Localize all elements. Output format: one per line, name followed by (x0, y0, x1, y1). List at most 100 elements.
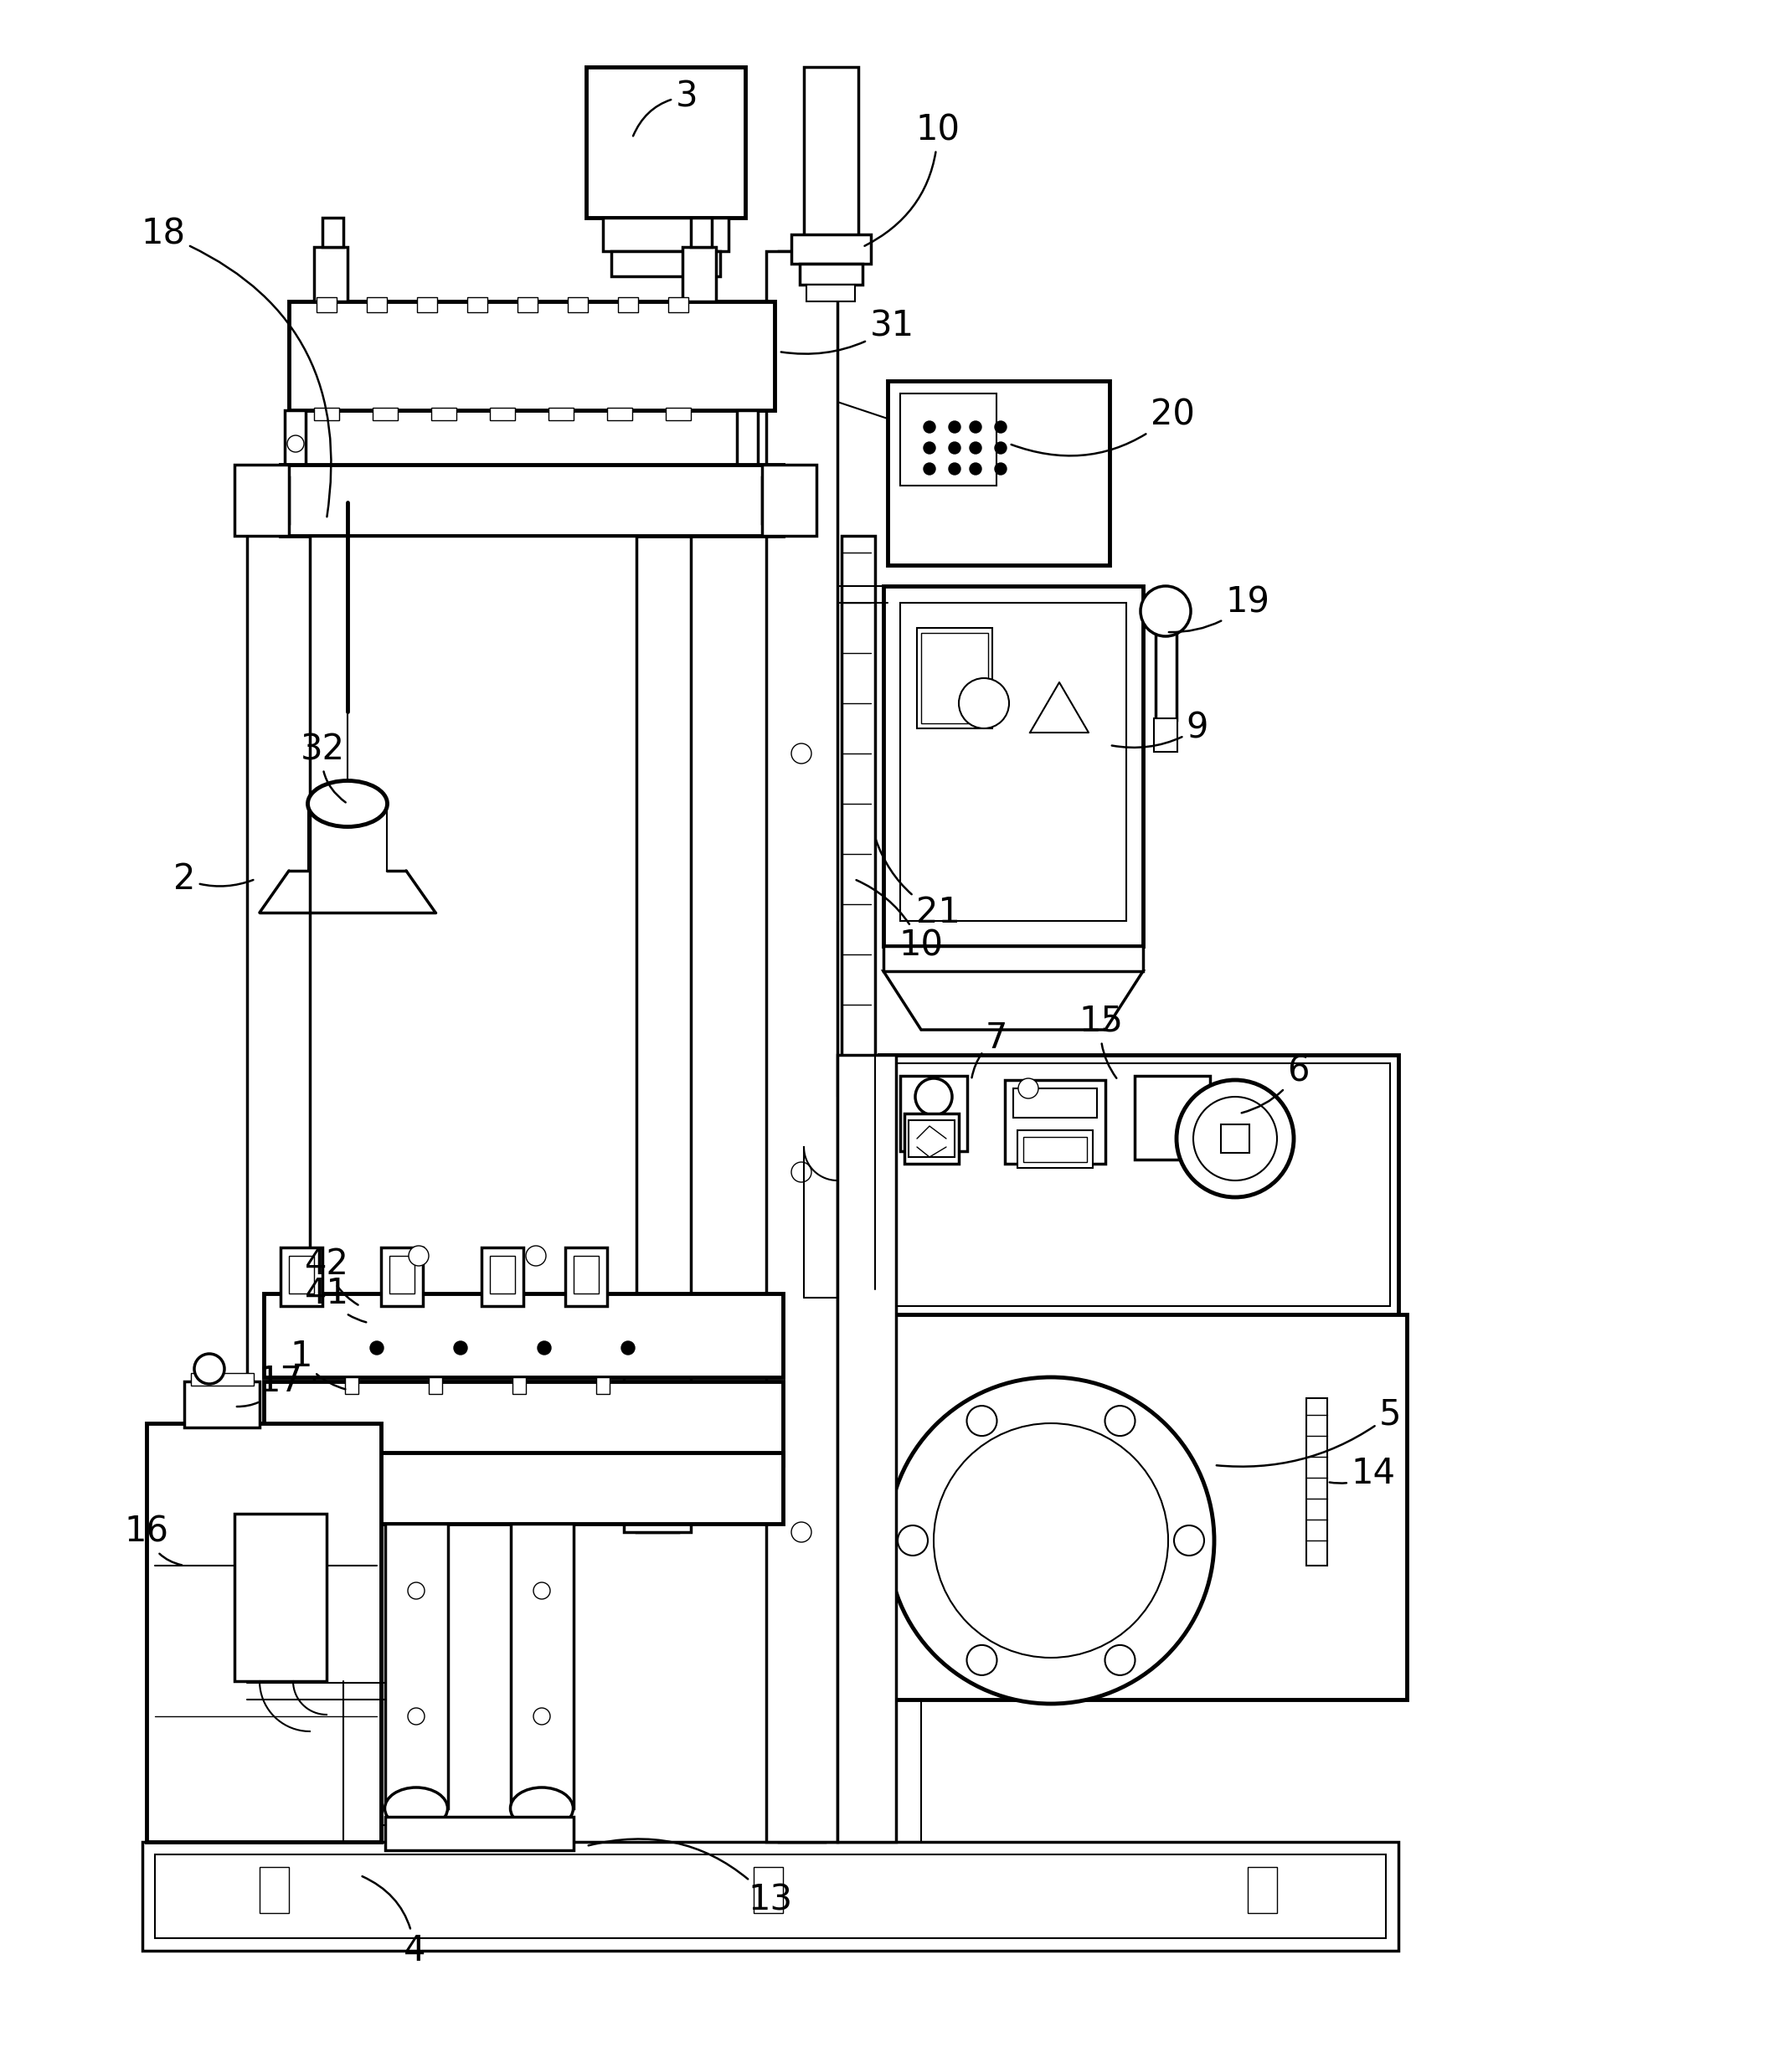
Bar (762, 477, 805, 524)
Bar (428, 1378, 443, 1394)
Circle shape (1018, 1079, 1038, 1099)
Text: 20: 20 (1011, 397, 1195, 456)
Circle shape (948, 463, 961, 475)
Text: 6: 6 (1242, 1054, 1308, 1114)
Ellipse shape (385, 1787, 448, 1830)
Bar (489, 1255, 514, 1294)
Bar (346, 1378, 358, 1394)
Circle shape (1106, 1646, 1134, 1674)
Bar (668, 297, 688, 313)
Circle shape (1106, 1406, 1134, 1435)
Bar (887, 1062, 1391, 1306)
Bar (665, 407, 692, 420)
Bar (1154, 718, 1177, 751)
Bar (921, 633, 987, 723)
Bar (389, 1255, 414, 1294)
Circle shape (948, 422, 961, 432)
Circle shape (792, 1163, 812, 1183)
Bar (247, 485, 314, 1842)
Bar (692, 217, 711, 248)
Circle shape (969, 463, 982, 475)
Bar (564, 1247, 607, 1306)
Circle shape (534, 1582, 550, 1599)
Bar (905, 1114, 959, 1165)
Text: 32: 32 (301, 731, 346, 802)
Text: 13: 13 (588, 1838, 792, 1918)
Bar (263, 1453, 783, 1523)
Text: 9: 9 (1111, 710, 1208, 747)
Bar (385, 1523, 448, 1808)
Bar (1306, 1398, 1328, 1566)
Bar (263, 1382, 783, 1466)
Circle shape (1174, 1525, 1204, 1556)
Circle shape (1177, 1081, 1294, 1197)
Circle shape (792, 743, 812, 764)
Circle shape (923, 463, 935, 475)
Circle shape (948, 442, 961, 454)
Circle shape (969, 442, 982, 454)
Bar (285, 409, 306, 477)
Bar (289, 1255, 314, 1294)
Bar (548, 407, 573, 420)
Circle shape (923, 422, 935, 432)
Bar (799, 264, 862, 285)
Circle shape (453, 1341, 468, 1355)
Bar (918, 628, 993, 729)
Bar (511, 1523, 573, 1808)
Bar (754, 1867, 783, 1914)
Circle shape (525, 1247, 547, 1265)
Bar (418, 297, 437, 313)
Text: 3: 3 (633, 78, 697, 135)
Bar (489, 407, 514, 420)
Bar (317, 297, 337, 313)
Bar (887, 1314, 1407, 1699)
Bar (1012, 1089, 1097, 1118)
Circle shape (792, 475, 812, 495)
Bar (805, 68, 858, 252)
Bar (235, 1513, 326, 1681)
Bar (900, 393, 996, 485)
Bar (147, 1423, 382, 1842)
Bar (432, 407, 457, 420)
Circle shape (371, 1341, 383, 1355)
Bar (276, 1466, 771, 1511)
Bar (142, 1842, 1398, 1951)
Bar (792, 235, 871, 264)
Circle shape (887, 1378, 1215, 1703)
Bar (260, 485, 301, 1842)
Ellipse shape (511, 1787, 573, 1830)
Circle shape (923, 442, 935, 454)
Circle shape (969, 422, 982, 432)
Bar (263, 1294, 783, 1378)
Text: 10: 10 (857, 880, 943, 964)
Bar (260, 1867, 289, 1914)
Text: 7: 7 (971, 1021, 1007, 1077)
Bar (235, 465, 289, 536)
Bar (192, 1374, 254, 1386)
Circle shape (898, 1525, 928, 1556)
Bar (780, 252, 824, 1842)
Circle shape (1140, 585, 1190, 637)
Circle shape (792, 1523, 812, 1541)
Bar (1247, 1867, 1278, 1914)
Bar (1220, 1124, 1249, 1152)
Bar (837, 1054, 896, 1842)
Bar (767, 252, 837, 1842)
Bar (887, 381, 1109, 565)
Bar (762, 465, 817, 536)
Bar (289, 477, 774, 524)
Bar (281, 1247, 323, 1306)
Bar (468, 297, 487, 313)
Circle shape (287, 436, 305, 452)
Bar (880, 1054, 1398, 1314)
Circle shape (409, 1707, 425, 1726)
Bar (1018, 1130, 1093, 1169)
Text: 42: 42 (305, 1247, 358, 1304)
Circle shape (538, 1341, 550, 1355)
Bar (900, 602, 1127, 921)
Text: 19: 19 (1168, 585, 1271, 633)
Bar (573, 1255, 599, 1294)
Bar (367, 297, 387, 313)
Bar (618, 297, 638, 313)
Bar (289, 301, 774, 409)
